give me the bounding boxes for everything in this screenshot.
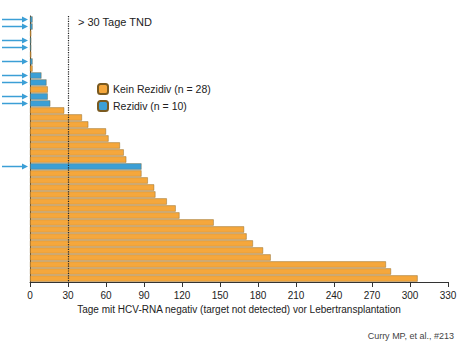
svg-text:60: 60 (100, 290, 112, 301)
svg-text:120: 120 (174, 290, 191, 301)
svg-text:330: 330 (440, 290, 457, 301)
svg-text:30: 30 (62, 290, 74, 301)
svg-text:Kein Rezidiv (n = 28): Kein Rezidiv (n = 28) (113, 83, 211, 95)
svg-text:300: 300 (402, 290, 419, 301)
svg-text:270: 270 (364, 290, 381, 301)
svg-text:Tage mit HCV-RNA negativ (targ: Tage mit HCV-RNA negativ (target not det… (77, 304, 401, 315)
svg-text:0: 0 (27, 290, 33, 301)
svg-text:Rezidiv (n = 10): Rezidiv (n = 10) (113, 100, 187, 112)
svg-text:210: 210 (288, 290, 305, 301)
svg-text:Curry MP, et al., #213: Curry MP, et al., #213 (368, 331, 454, 341)
svg-text:240: 240 (326, 290, 343, 301)
svg-text:> 30 Tage TND: > 30 Tage TND (78, 16, 152, 28)
svg-text:90: 90 (138, 290, 150, 301)
svg-text:150: 150 (212, 290, 229, 301)
svg-text:180: 180 (250, 290, 267, 301)
